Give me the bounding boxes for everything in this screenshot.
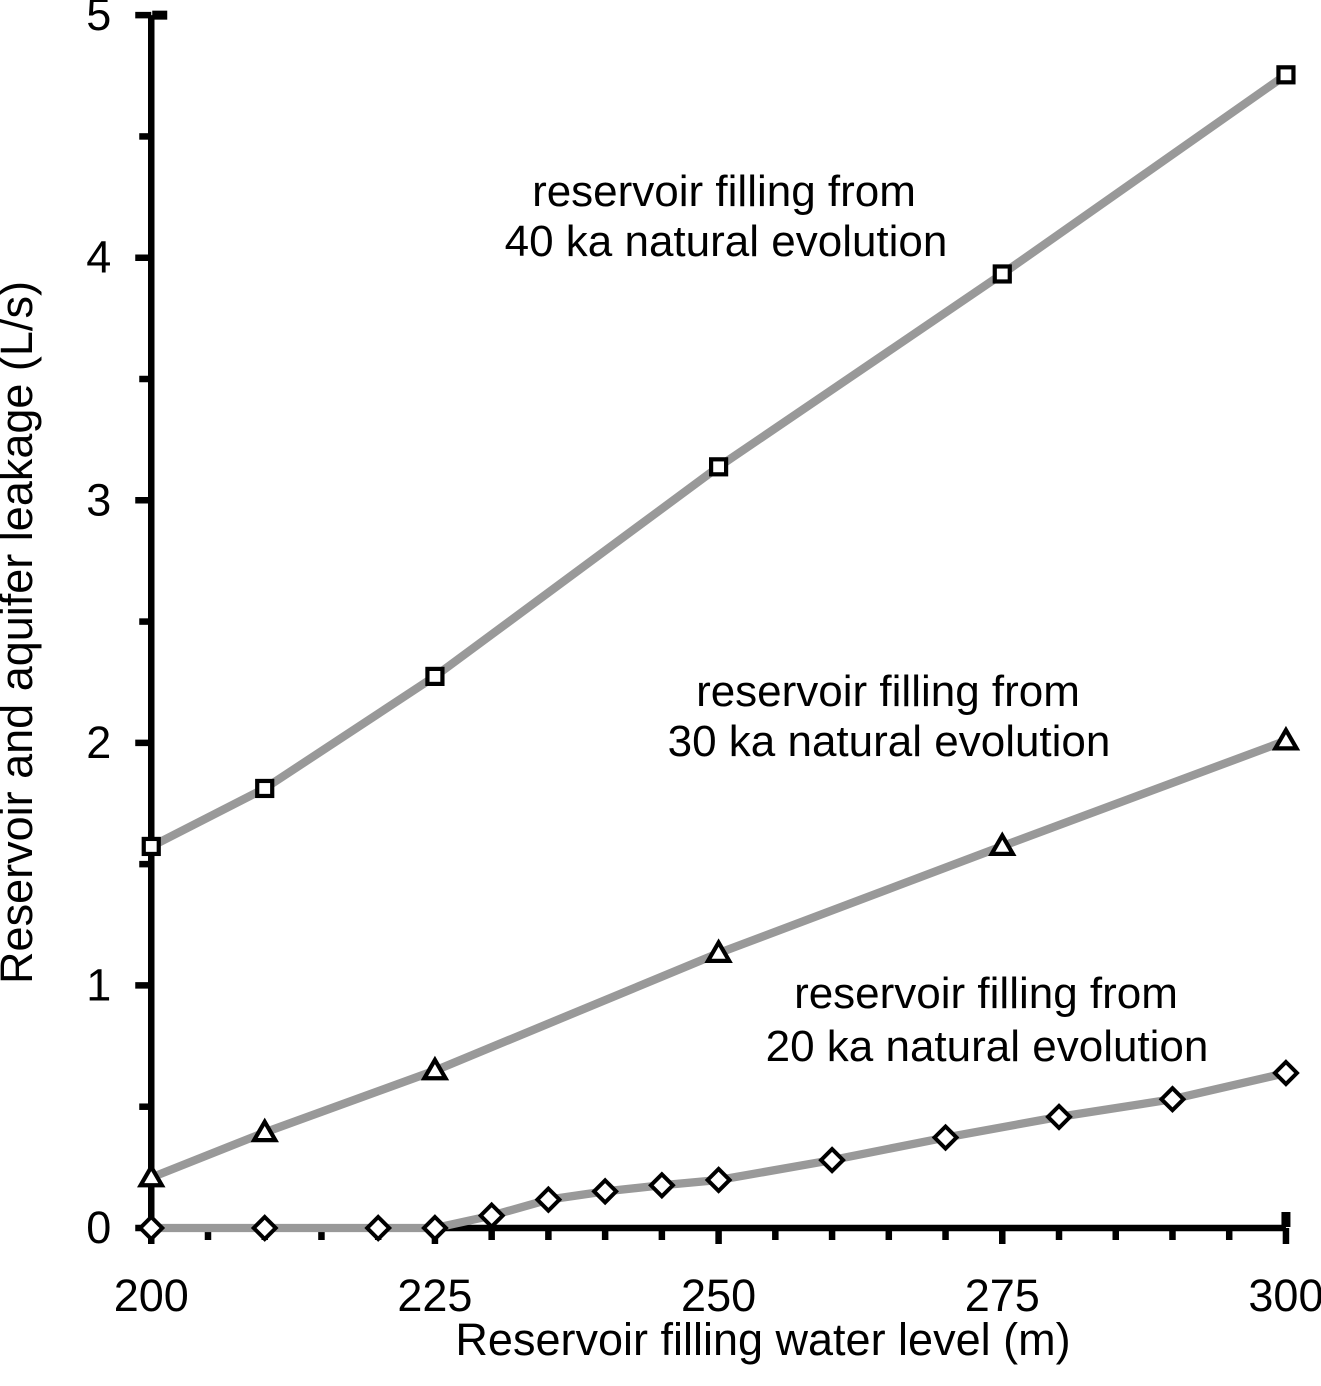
- svg-text:200: 200: [114, 1270, 189, 1321]
- svg-text:300: 300: [1248, 1270, 1321, 1321]
- svg-text:4: 4: [86, 232, 111, 283]
- svg-text:Reservoir filling water level: Reservoir filling water level (m): [455, 1314, 1070, 1365]
- svg-text:Reservoir and aquifer leakage: Reservoir and aquifer leakage (L/s): [0, 281, 42, 984]
- svg-text:20 ka natural evolution: 20 ka natural evolution: [766, 1022, 1209, 1071]
- svg-text:3: 3: [86, 474, 111, 525]
- svg-text:1: 1: [86, 959, 111, 1010]
- svg-text:reservoir filling from: reservoir filling from: [794, 969, 1178, 1018]
- svg-text:reservoir filling from: reservoir filling from: [532, 167, 916, 216]
- svg-text:0: 0: [86, 1202, 111, 1253]
- svg-text:30 ka natural evolution: 30 ka natural evolution: [668, 717, 1111, 766]
- svg-text:2: 2: [86, 717, 111, 768]
- svg-text:reservoir filling from: reservoir filling from: [696, 667, 1080, 716]
- svg-text:40 ka natural evolution: 40 ka natural evolution: [505, 217, 948, 266]
- svg-text:5: 5: [86, 0, 111, 40]
